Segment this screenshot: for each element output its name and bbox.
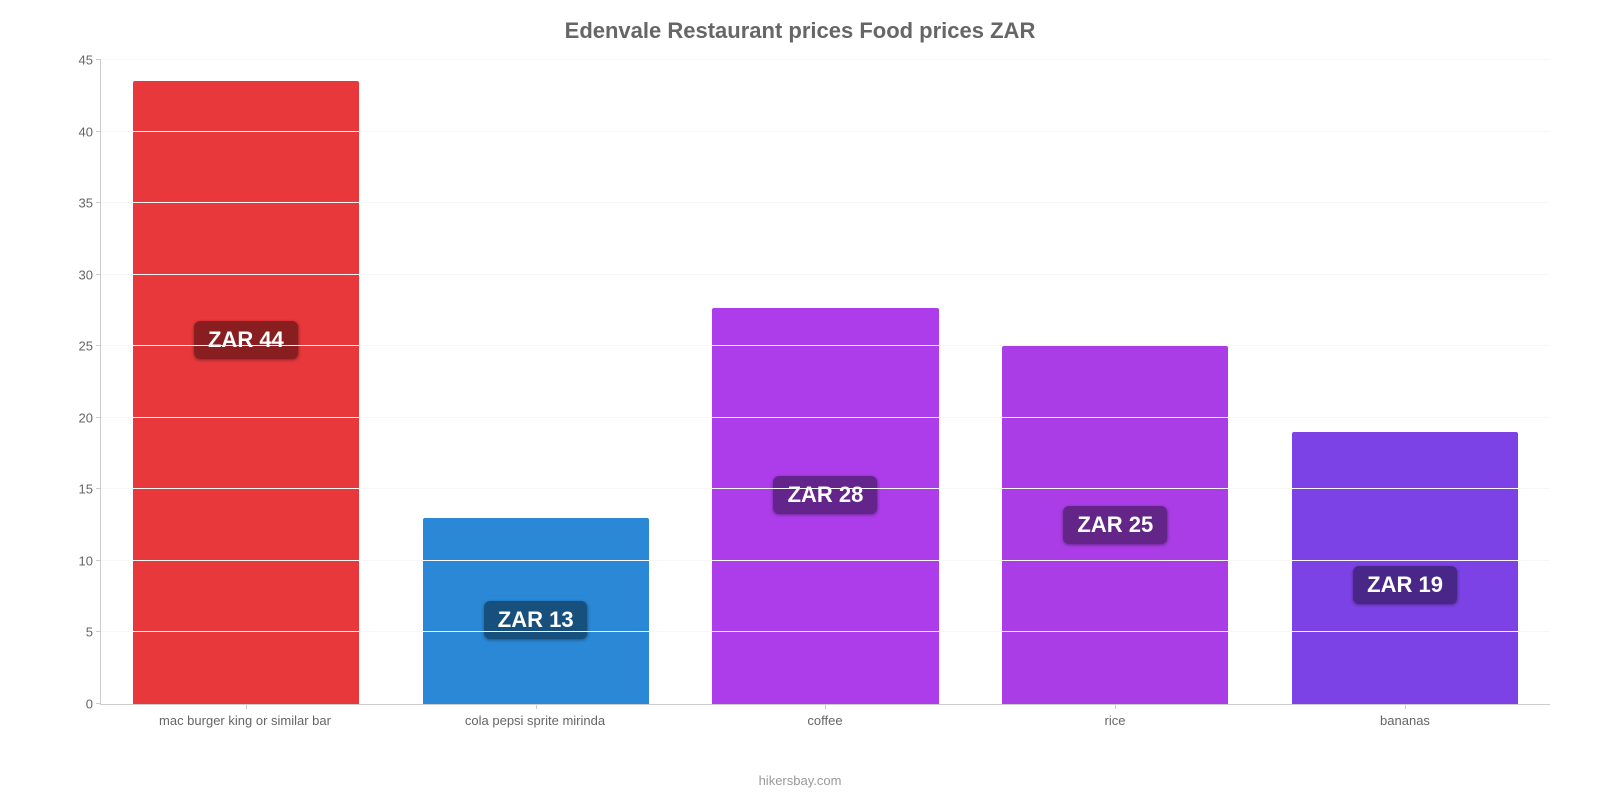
gridline xyxy=(101,59,1550,60)
x-axis-labels: mac burger king or similar barcola pepsi… xyxy=(100,705,1550,735)
ytick-mark xyxy=(96,131,101,132)
ytick-mark xyxy=(96,488,101,489)
bar: ZAR 28 xyxy=(712,308,938,704)
bar-slot: ZAR 28 xyxy=(681,60,971,704)
bar-value-badge: ZAR 44 xyxy=(194,321,298,359)
chart-title: Edenvale Restaurant prices Food prices Z… xyxy=(0,0,1600,54)
gridline xyxy=(101,488,1550,489)
bar: ZAR 25 xyxy=(1002,346,1228,704)
bar: ZAR 13 xyxy=(423,518,649,704)
ytick-mark xyxy=(96,417,101,418)
ytick-label: 5 xyxy=(63,625,93,640)
gridline xyxy=(101,345,1550,346)
bar-value-badge: ZAR 13 xyxy=(484,601,588,639)
gridline xyxy=(101,560,1550,561)
bar-slot: ZAR 44 xyxy=(101,60,391,704)
x-axis-label: cola pepsi sprite mirinda xyxy=(390,705,680,735)
ytick-mark xyxy=(96,59,101,60)
ytick-mark xyxy=(96,560,101,561)
ytick-label: 40 xyxy=(63,124,93,139)
plot-area: ZAR 44ZAR 13ZAR 28ZAR 25ZAR 19 051015202… xyxy=(100,60,1550,705)
x-axis-label: rice xyxy=(970,705,1260,735)
gridline xyxy=(101,631,1550,632)
bar-slot: ZAR 19 xyxy=(1260,60,1550,704)
bar-value-badge: ZAR 25 xyxy=(1063,506,1167,544)
gridline xyxy=(101,202,1550,203)
chart-container: ZAR 44 ZAR 13 ZAR 28 ZAR 25 ZAR 19 0 5 10 15 20 2… xyxy=(60,60,1560,735)
ytick-label: 0 xyxy=(63,697,93,712)
x-axis-label: coffee xyxy=(680,705,970,735)
bar-slot: ZAR 25 xyxy=(970,60,1260,704)
bars-layer: ZAR 44 ZAR 13 ZAR 28 ZAR 25 ZAR 19 xyxy=(101,60,1550,704)
ytick-mark xyxy=(96,274,101,275)
gridline xyxy=(101,417,1550,418)
x-axis-label: bananas xyxy=(1260,705,1550,735)
gridline xyxy=(101,131,1550,132)
bar: ZAR 44 xyxy=(133,81,359,704)
bar-value-badge: ZAR 19 xyxy=(1353,566,1457,604)
ytick-label: 35 xyxy=(63,196,93,211)
ytick-mark xyxy=(96,345,101,346)
ytick-mark xyxy=(96,202,101,203)
ytick-label: 10 xyxy=(63,553,93,568)
gridline xyxy=(101,274,1550,275)
bar-value-badge: ZAR 28 xyxy=(774,476,878,514)
x-axis-label: mac burger king or similar bar xyxy=(100,705,390,735)
ytick-mark xyxy=(96,631,101,632)
bar: ZAR 19 xyxy=(1292,432,1518,704)
ytick-label: 30 xyxy=(63,267,93,282)
ytick-label: 15 xyxy=(63,482,93,497)
ytick-mark xyxy=(96,703,101,704)
ytick-label: 20 xyxy=(63,410,93,425)
ytick-label: 45 xyxy=(63,53,93,68)
ytick-label: 25 xyxy=(63,339,93,354)
attribution: hikersbay.com xyxy=(0,773,1600,788)
bar-slot: ZAR 13 xyxy=(391,60,681,704)
